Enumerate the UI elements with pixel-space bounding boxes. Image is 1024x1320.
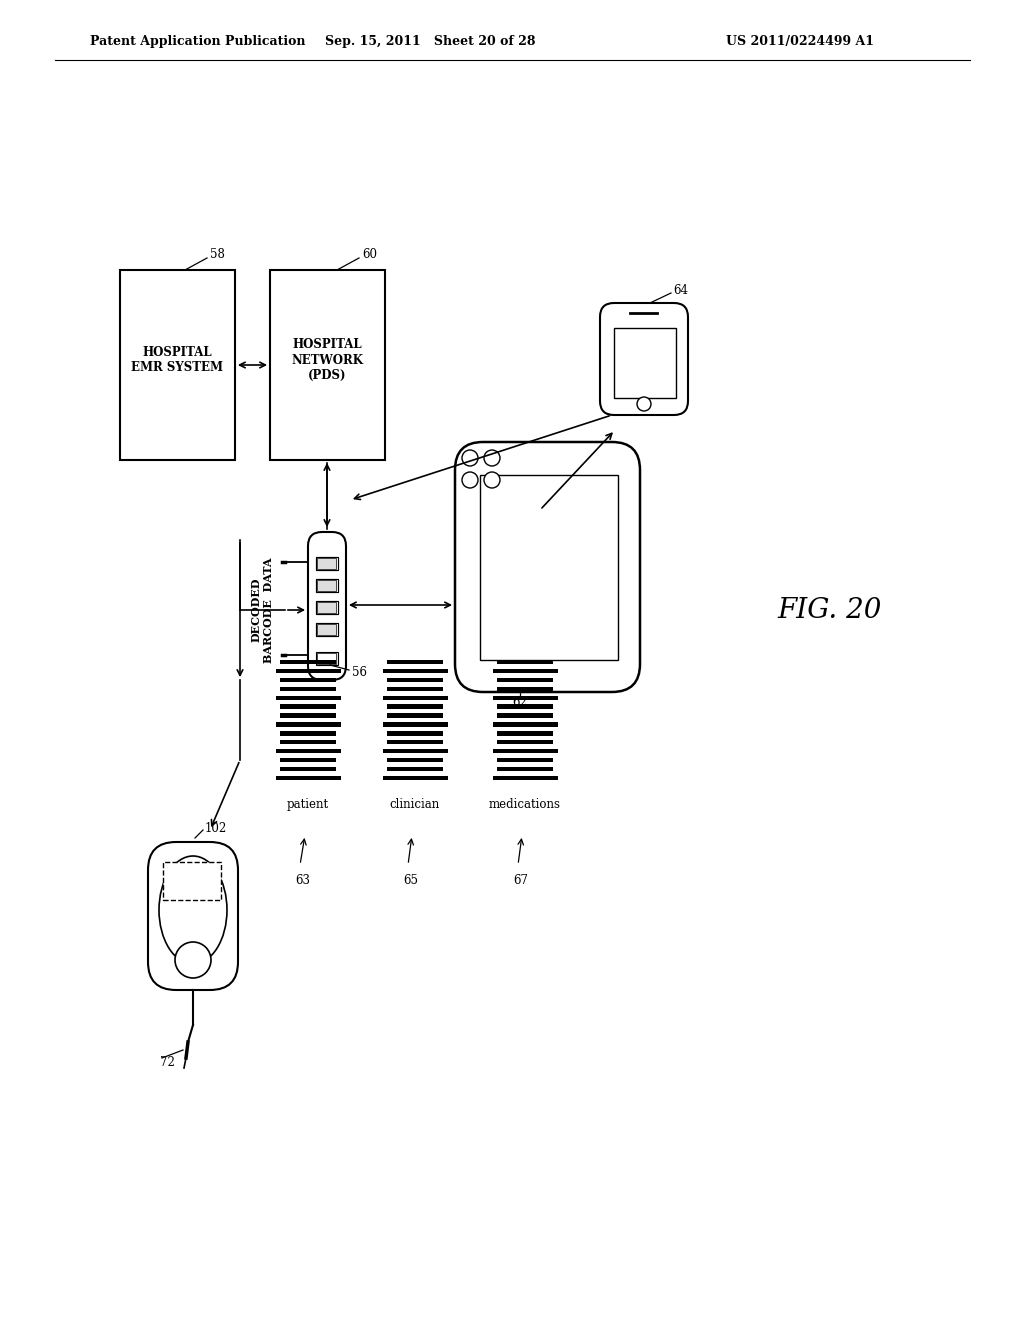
Circle shape: [462, 473, 478, 488]
Bar: [498, 741, 553, 744]
Bar: [316, 557, 338, 570]
Bar: [316, 601, 338, 614]
Bar: [275, 776, 341, 780]
Bar: [383, 669, 447, 673]
Bar: [383, 696, 447, 700]
Bar: [275, 722, 341, 727]
Bar: [275, 748, 341, 754]
Ellipse shape: [159, 855, 227, 964]
Bar: [120, 271, 234, 459]
Bar: [317, 602, 336, 612]
Bar: [316, 623, 338, 636]
Bar: [275, 696, 341, 700]
FancyBboxPatch shape: [148, 842, 238, 990]
Bar: [275, 669, 341, 673]
Bar: [387, 741, 442, 744]
Bar: [493, 748, 557, 754]
Bar: [387, 660, 442, 664]
Bar: [281, 686, 336, 692]
Bar: [281, 713, 336, 718]
Bar: [387, 767, 442, 771]
Bar: [281, 758, 336, 762]
Text: Patent Application Publication: Patent Application Publication: [90, 36, 305, 49]
Text: 65: 65: [403, 874, 418, 887]
Bar: [316, 601, 338, 614]
Bar: [317, 624, 336, 635]
Bar: [498, 686, 553, 692]
Bar: [281, 660, 336, 664]
Bar: [316, 579, 338, 591]
FancyBboxPatch shape: [455, 442, 640, 692]
Text: 56: 56: [352, 665, 367, 678]
Bar: [281, 767, 336, 771]
Bar: [493, 722, 557, 727]
Bar: [614, 327, 676, 399]
Text: 60: 60: [362, 248, 377, 261]
Text: 67: 67: [513, 874, 528, 887]
Circle shape: [637, 397, 651, 411]
Bar: [281, 677, 336, 682]
Text: FIG. 20: FIG. 20: [778, 597, 883, 623]
Text: DECODED
BARCODE  DATA: DECODED BARCODE DATA: [250, 557, 273, 663]
Bar: [316, 652, 338, 665]
Bar: [498, 731, 553, 735]
Bar: [281, 731, 336, 735]
FancyBboxPatch shape: [308, 532, 346, 680]
Text: HOSPITAL
NETWORK
(PDS): HOSPITAL NETWORK (PDS): [291, 338, 362, 381]
Bar: [317, 653, 336, 664]
Bar: [387, 758, 442, 762]
Text: 62: 62: [513, 696, 527, 709]
Bar: [270, 271, 385, 459]
Text: US 2011/0224499 A1: US 2011/0224499 A1: [726, 36, 874, 49]
Circle shape: [462, 450, 478, 466]
Bar: [316, 623, 338, 636]
Bar: [498, 705, 553, 709]
Circle shape: [484, 473, 500, 488]
Bar: [493, 696, 557, 700]
Text: 58: 58: [210, 248, 225, 261]
Text: Sep. 15, 2011   Sheet 20 of 28: Sep. 15, 2011 Sheet 20 of 28: [325, 36, 536, 49]
Bar: [281, 705, 336, 709]
Bar: [163, 862, 221, 900]
Bar: [383, 776, 447, 780]
Bar: [387, 705, 442, 709]
Text: clinician: clinician: [390, 799, 440, 810]
Bar: [493, 776, 557, 780]
Bar: [498, 758, 553, 762]
Bar: [387, 677, 442, 682]
Text: 72: 72: [160, 1056, 175, 1068]
Text: 64: 64: [673, 284, 688, 297]
Bar: [498, 677, 553, 682]
Bar: [498, 713, 553, 718]
Bar: [316, 557, 338, 570]
Text: medications: medications: [489, 799, 561, 810]
FancyBboxPatch shape: [600, 304, 688, 414]
Bar: [387, 686, 442, 692]
Circle shape: [484, 450, 500, 466]
Text: HOSPITAL
EMR SYSTEM: HOSPITAL EMR SYSTEM: [131, 346, 223, 374]
Bar: [480, 475, 618, 660]
Bar: [383, 748, 447, 754]
Text: patient: patient: [287, 799, 329, 810]
Bar: [317, 558, 336, 569]
Bar: [387, 713, 442, 718]
Bar: [316, 579, 338, 591]
Bar: [281, 741, 336, 744]
Bar: [493, 669, 557, 673]
Bar: [387, 731, 442, 735]
Text: 63: 63: [295, 874, 310, 887]
Text: 102: 102: [205, 821, 227, 834]
Circle shape: [175, 942, 211, 978]
Bar: [317, 579, 336, 591]
Bar: [498, 767, 553, 771]
Bar: [498, 660, 553, 664]
Bar: [383, 722, 447, 727]
